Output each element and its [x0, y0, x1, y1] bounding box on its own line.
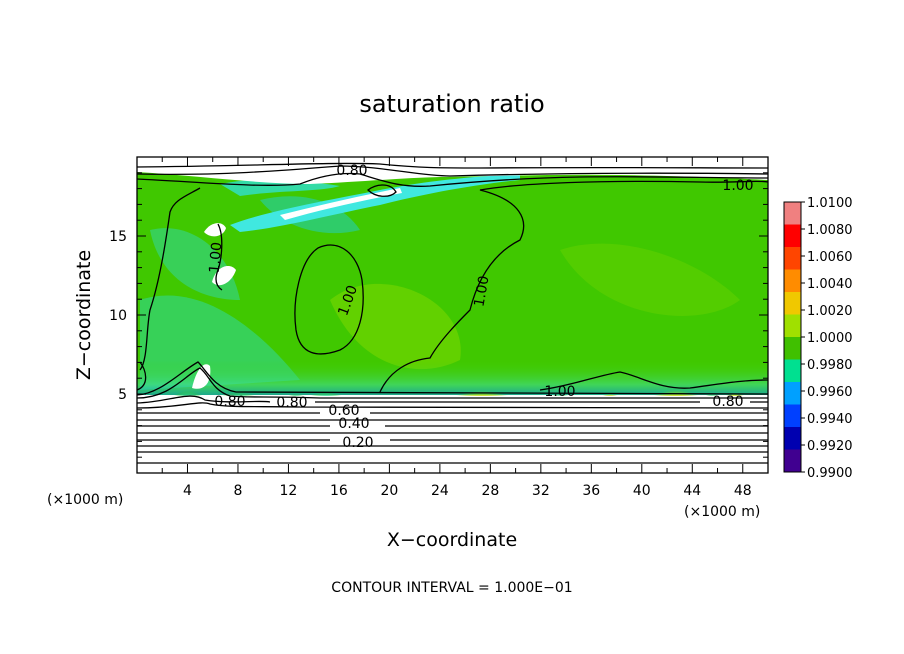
contour-label: 1.00 — [722, 178, 753, 194]
contour-line — [294, 244, 364, 355]
contour-line — [139, 187, 201, 371]
contour-line — [367, 184, 397, 197]
x-axis-title: X−coordinate — [387, 529, 517, 551]
colorbar-swatch — [784, 382, 801, 405]
x-tick-label: 32 — [532, 483, 550, 499]
colorbar-swatch — [784, 427, 801, 450]
field-streak-top — [230, 174, 520, 232]
colorbar-swatch — [784, 292, 801, 315]
contour-label: 0.80 — [336, 163, 367, 179]
y-tick-label: 15 — [109, 229, 127, 245]
field-streak-top-white — [280, 188, 402, 220]
y-axis-title: Z−coordinate — [73, 250, 95, 380]
colorbar-swatch — [784, 404, 801, 428]
colorbar-tick-label: 0.9940 — [807, 412, 853, 427]
x-tick-label: 24 — [431, 483, 449, 499]
contour-interval-note: CONTOUR INTERVAL = 1.000E−01 — [331, 580, 572, 596]
colorbar-swatch — [784, 269, 801, 293]
x-tick-label: 16 — [330, 483, 348, 499]
contour-label: 0.20 — [342, 435, 373, 451]
colorbar: 1.0100 1.0080 1.0060 1.0040 1.0020 1.0000 0.99… — [783, 196, 853, 481]
contour-label: 1.00 — [544, 384, 575, 400]
contour-line — [137, 180, 768, 393]
y-tick-label: 5 — [118, 387, 127, 403]
field-bottom-white — [137, 396, 768, 473]
colorbar-tick-label: 0.9960 — [807, 385, 853, 400]
colorbar-swatch — [784, 247, 801, 270]
x-tick-label: 44 — [683, 483, 701, 499]
colorbar-swatch — [784, 337, 801, 360]
colorbar-swatch — [784, 224, 801, 248]
contour-line — [137, 402, 768, 409]
x-tick-label: 12 — [280, 483, 298, 499]
contour-label: 0.80 — [276, 395, 307, 411]
contour-label: 0.80 — [712, 394, 743, 410]
contour-label: 0.60 — [328, 403, 359, 419]
contour-line — [137, 162, 768, 169]
colorbar-swatch — [784, 359, 801, 383]
colorbar-swatch — [784, 202, 801, 225]
x-unit-label: (×1000 m) — [684, 504, 760, 520]
contour-line — [215, 223, 223, 291]
contour-label: 1.00 — [207, 241, 226, 273]
y-axis: 5 10 15 — [109, 172, 768, 458]
colorbar-tick-label: 1.0060 — [807, 250, 853, 265]
contour-labels: 0.80 1.00 1.00 1.00 1.00 0.80 0.80 0.60 … — [207, 163, 754, 451]
field-hole-white — [192, 364, 211, 389]
x-tick-label: 4 — [183, 483, 192, 499]
contour-label: 0.80 — [214, 394, 245, 410]
x-tick-label: 8 — [233, 483, 242, 499]
colorbar-tick-label: 1.0000 — [807, 331, 853, 346]
colorbar-tick-label: 0.9980 — [807, 358, 853, 373]
x-tick-label: 48 — [734, 483, 752, 499]
x-tick-label: 40 — [633, 483, 651, 499]
contour-line — [137, 165, 768, 177]
y-tick-label: 10 — [109, 308, 127, 324]
colorbar-tick-label: 0.9900 — [807, 466, 853, 481]
colorbar-tick-label: 1.0080 — [807, 223, 853, 238]
z-unit-label: (×1000 m) — [47, 492, 123, 508]
x-tick-label: 36 — [582, 483, 600, 499]
colorbar-swatch — [784, 314, 801, 338]
colorbar-tick-label: 0.9920 — [807, 439, 853, 454]
x-axis: 4 8 12 16 20 24 28 32 36 40 44 48 — [161, 157, 769, 499]
colorbar-tick-label: 1.0040 — [807, 277, 853, 292]
contour-line — [137, 395, 768, 404]
contour-line — [137, 172, 768, 187]
contour-label: 1.00 — [471, 275, 492, 308]
contour-lines — [137, 162, 768, 464]
chart-title: saturation ratio — [359, 90, 544, 118]
contour-label: 0.40 — [338, 416, 369, 432]
contour-line — [137, 361, 768, 396]
field-patch-lightgreen — [560, 243, 740, 316]
colorbar-tick-label: 1.0020 — [807, 304, 853, 319]
contour-line — [137, 367, 768, 399]
x-tick-label: 20 — [380, 483, 398, 499]
colorbar-tick-label: 1.0100 — [807, 196, 853, 211]
x-tick-label: 28 — [481, 483, 499, 499]
colorbar-swatch — [784, 449, 801, 473]
